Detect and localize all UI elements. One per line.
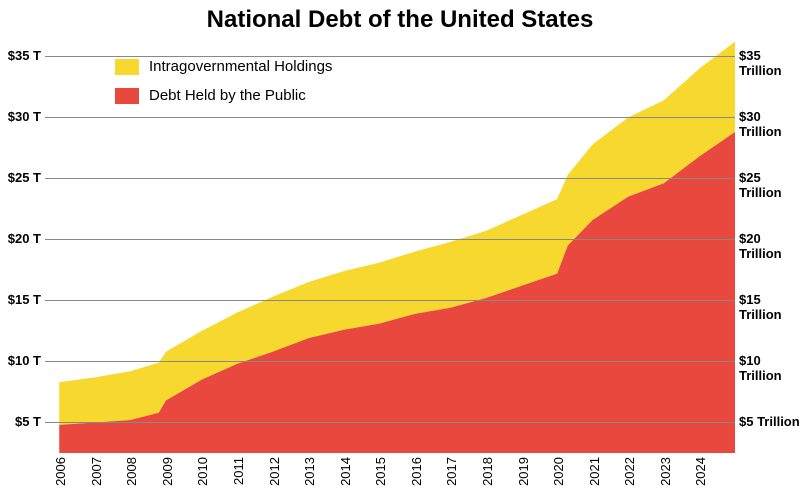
y-axis-label-right: $15 Trillion — [739, 292, 800, 322]
x-axis-label: 2011 — [231, 457, 246, 485]
x-axis-label: 2015 — [373, 457, 388, 486]
legend-item: Intragovernmental Holdings — [115, 58, 332, 75]
y-axis-label-left: $15 T — [4, 292, 41, 307]
x-axis-label: 2024 — [693, 457, 708, 486]
x-axis-label: 2009 — [160, 457, 175, 486]
gridline — [45, 361, 735, 362]
x-axis-label: 2016 — [409, 457, 424, 486]
y-axis-label-left: $35 T — [4, 48, 41, 63]
x-axis-label: 2014 — [338, 457, 353, 486]
gridline — [45, 178, 735, 179]
x-axis-label: 2010 — [195, 457, 210, 486]
legend: Intragovernmental Holdings Debt Held by t… — [115, 58, 332, 116]
legend-swatch — [115, 88, 139, 104]
y-axis-label-right: $30 Trillion — [739, 109, 800, 139]
y-axis-label-left: $5 T — [4, 414, 41, 429]
x-axis-label: 2008 — [124, 457, 139, 486]
y-axis-label-right: $10 Trillion — [739, 353, 800, 383]
gridline — [45, 422, 735, 423]
y-axis-label-left: $10 T — [4, 353, 41, 368]
x-axis-label: 2023 — [658, 457, 673, 486]
y-axis-label-right: $25 Trillion — [739, 170, 800, 200]
legend-swatch — [115, 59, 139, 75]
legend-label: Debt Held by the Public — [149, 87, 306, 104]
x-axis-label: 2022 — [622, 457, 637, 486]
x-axis-label: 2006 — [53, 457, 68, 486]
y-axis-label-right: $35 Trillion — [739, 48, 800, 78]
legend-item: Debt Held by the Public — [115, 87, 332, 104]
x-axis-label: 2019 — [516, 457, 531, 486]
x-axis-label: 2012 — [267, 457, 282, 486]
gridline — [45, 300, 735, 301]
gridline — [45, 239, 735, 240]
y-axis-label-left: $20 T — [4, 231, 41, 246]
y-axis-label-left: $30 T — [4, 109, 41, 124]
gridline — [45, 117, 735, 118]
y-axis-label-right: $20 Trillion — [739, 231, 800, 261]
x-axis-label: 2017 — [444, 457, 459, 486]
x-axis-label: 2018 — [480, 457, 495, 486]
chart-title: National Debt of the United States — [0, 6, 800, 34]
x-axis-label: 2013 — [302, 457, 317, 486]
y-axis-label-left: $25 T — [4, 170, 41, 185]
legend-label: Intragovernmental Holdings — [149, 58, 332, 75]
x-axis-label: 2007 — [89, 457, 104, 486]
x-axis-label: 2020 — [551, 457, 566, 486]
x-axis-label: 2021 — [587, 457, 602, 486]
y-axis-label-right: $5 Trillion — [739, 414, 800, 429]
